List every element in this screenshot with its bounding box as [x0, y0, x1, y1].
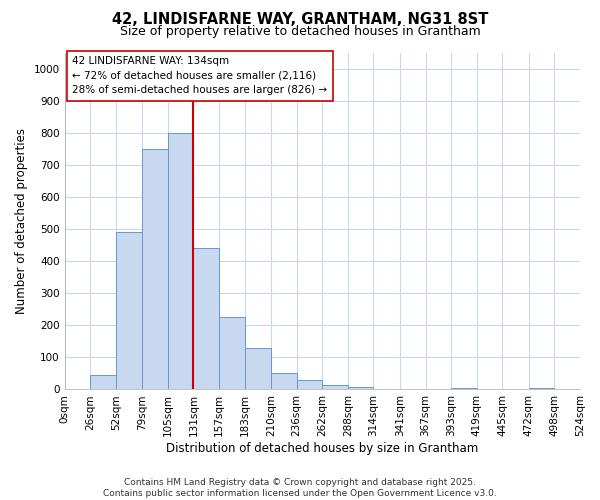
Bar: [296, 380, 322, 390]
Bar: [451, 388, 477, 390]
Bar: [271, 374, 296, 390]
Bar: [529, 388, 554, 390]
Bar: [322, 384, 348, 390]
Text: Size of property relative to detached houses in Grantham: Size of property relative to detached ho…: [119, 25, 481, 38]
Bar: [219, 318, 245, 390]
Bar: [90, 375, 116, 390]
Bar: [168, 132, 193, 390]
Text: Contains HM Land Registry data © Crown copyright and database right 2025.
Contai: Contains HM Land Registry data © Crown c…: [103, 478, 497, 498]
Bar: [348, 387, 373, 390]
Text: 42, LINDISFARNE WAY, GRANTHAM, NG31 8ST: 42, LINDISFARNE WAY, GRANTHAM, NG31 8ST: [112, 12, 488, 28]
Bar: [193, 248, 219, 390]
Bar: [142, 149, 168, 390]
X-axis label: Distribution of detached houses by size in Grantham: Distribution of detached houses by size …: [166, 442, 478, 455]
Bar: [245, 348, 271, 390]
Text: 42 LINDISFARNE WAY: 134sqm
← 72% of detached houses are smaller (2,116)
28% of s: 42 LINDISFARNE WAY: 134sqm ← 72% of deta…: [72, 56, 328, 96]
Y-axis label: Number of detached properties: Number of detached properties: [15, 128, 28, 314]
Bar: [116, 232, 142, 390]
